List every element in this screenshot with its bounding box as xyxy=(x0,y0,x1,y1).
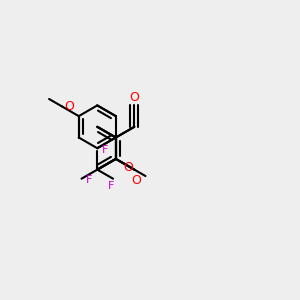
Text: F: F xyxy=(101,145,108,155)
Text: O: O xyxy=(129,92,139,104)
Text: O: O xyxy=(123,160,133,174)
Text: F: F xyxy=(108,181,115,191)
Text: O: O xyxy=(131,174,141,188)
Text: F: F xyxy=(86,175,92,185)
Text: O: O xyxy=(64,100,74,113)
